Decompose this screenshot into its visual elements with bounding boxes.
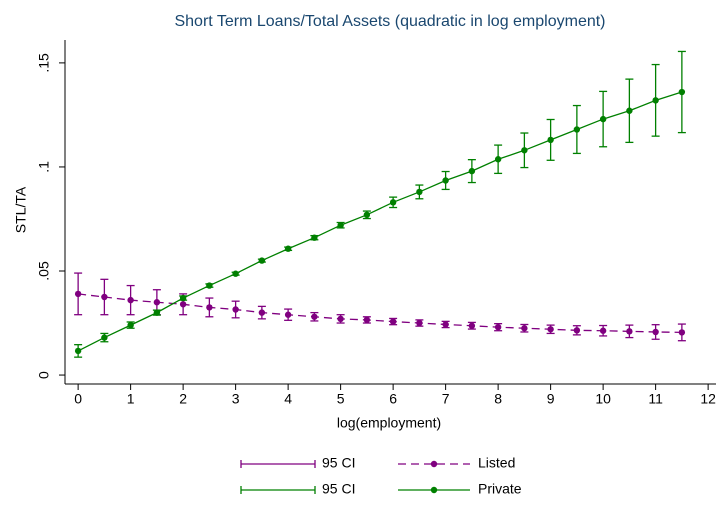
point xyxy=(547,326,554,333)
series-line xyxy=(77,91,683,352)
y-tick-label: .05 xyxy=(36,261,52,281)
point xyxy=(311,234,318,241)
point xyxy=(468,167,476,175)
point xyxy=(206,282,213,289)
legend-label: 95 CI xyxy=(322,481,355,497)
point xyxy=(494,323,502,331)
point xyxy=(389,318,397,325)
point xyxy=(678,88,686,96)
point xyxy=(626,328,633,335)
point xyxy=(363,211,371,219)
point xyxy=(258,309,266,316)
point xyxy=(521,325,528,332)
x-tick-label: 3 xyxy=(232,391,240,407)
x-tick-label: 7 xyxy=(442,391,450,407)
point xyxy=(678,329,686,336)
legend-label: 95 CI xyxy=(322,455,355,471)
point xyxy=(311,313,318,320)
point xyxy=(284,311,292,318)
point xyxy=(206,304,213,311)
x-tick-label: 4 xyxy=(284,391,292,407)
point xyxy=(468,322,476,329)
point xyxy=(416,188,423,196)
point xyxy=(284,245,292,252)
point xyxy=(521,147,528,154)
point xyxy=(232,306,239,313)
point xyxy=(442,177,449,184)
y-axis-label: STL/TA xyxy=(13,186,29,233)
point xyxy=(101,293,108,301)
point xyxy=(599,327,607,334)
point xyxy=(573,126,581,133)
legend-marker xyxy=(430,486,438,494)
point xyxy=(337,315,344,323)
x-tick-label: 5 xyxy=(337,391,345,407)
point xyxy=(232,270,239,277)
series-line xyxy=(78,293,682,334)
point xyxy=(258,257,266,264)
legend-label: Private xyxy=(478,481,522,497)
point xyxy=(573,327,581,334)
x-tick-label: 6 xyxy=(389,391,397,407)
point xyxy=(547,136,554,144)
x-axis-label: log(employment) xyxy=(337,415,441,431)
point xyxy=(74,290,82,298)
point xyxy=(127,321,134,329)
chart-title: Short Term Loans/Total Assets (quadratic… xyxy=(174,13,605,30)
y-tick-label: .15 xyxy=(36,53,52,73)
point xyxy=(652,97,659,104)
x-tick-label: 1 xyxy=(127,391,135,407)
point xyxy=(416,319,423,327)
legend-label: Listed xyxy=(478,455,515,471)
point xyxy=(652,328,659,336)
point xyxy=(101,334,108,341)
y-tick-label: .1 xyxy=(36,161,52,173)
point xyxy=(74,347,82,355)
point xyxy=(494,156,502,163)
point xyxy=(363,316,371,324)
point xyxy=(127,296,134,304)
x-tick-label: 0 xyxy=(74,391,82,407)
x-tick-label: 8 xyxy=(494,391,502,407)
legend-marker xyxy=(430,460,438,468)
x-tick-label: 11 xyxy=(648,391,663,407)
point xyxy=(337,222,344,229)
point xyxy=(153,299,161,306)
x-tick-label: 2 xyxy=(179,391,187,407)
point xyxy=(153,309,161,316)
x-tick-label: 9 xyxy=(547,391,555,407)
x-tick-label: 12 xyxy=(700,391,716,407)
point xyxy=(626,107,633,114)
point xyxy=(599,115,607,123)
point xyxy=(179,301,187,308)
y-tick-label: 0 xyxy=(36,371,52,379)
point xyxy=(179,294,187,302)
point xyxy=(389,199,397,206)
x-tick-label: 10 xyxy=(595,391,611,407)
point xyxy=(442,321,449,328)
